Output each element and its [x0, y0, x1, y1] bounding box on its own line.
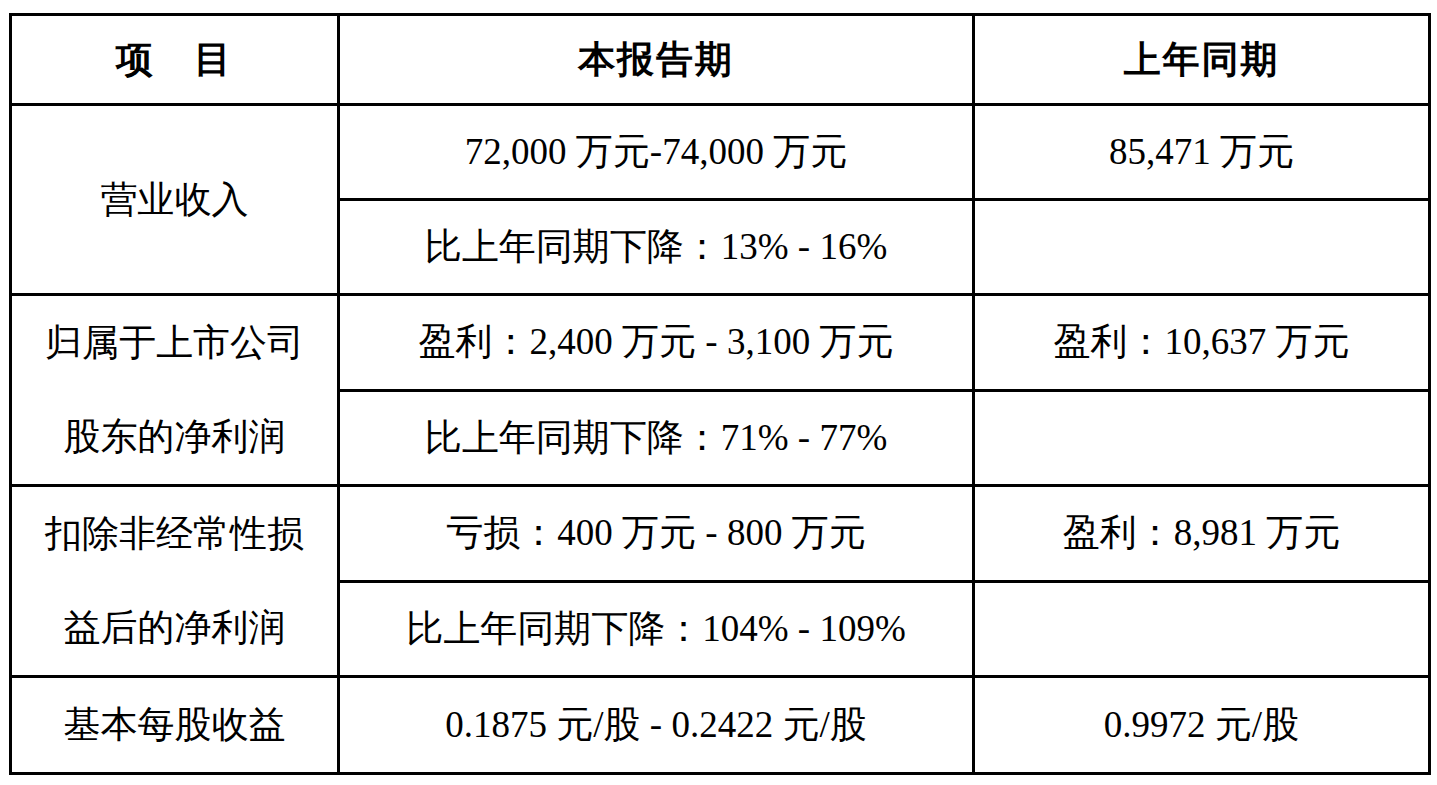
cell-deducted-prior-change [974, 581, 1430, 677]
financial-forecast-table: 项 目 本报告期 上年同期 营业收入 72,000 万元-74,000 万元 8… [9, 13, 1431, 775]
table-row-deducted-main: 扣除非经常性损 益后的净利润 亏损：400 万元 - 800 万元 盈利：8,9… [11, 486, 1430, 582]
cell-deducted-current: 亏损：400 万元 - 800 万元 [339, 486, 974, 582]
table-row-eps: 基本每股收益 0.1875 元/股 - 0.2422 元/股 0.9972 元/… [11, 677, 1430, 774]
cell-revenue-current: 72,000 万元-74,000 万元 [339, 105, 974, 200]
col-header-prior-period: 上年同期 [974, 15, 1430, 105]
announcement-page: 项 目 本报告期 上年同期 营业收入 72,000 万元-74,000 万元 8… [0, 0, 1437, 785]
item-label-deducted-netprofit: 扣除非经常性损 益后的净利润 [11, 486, 339, 677]
cell-eps-prior: 0.9972 元/股 [974, 677, 1430, 774]
table-row-revenue-main: 营业收入 72,000 万元-74,000 万元 85,471 万元 [11, 105, 1430, 200]
cell-revenue-current-change: 比上年同期下降：13% - 16% [339, 200, 974, 295]
col-header-current-period: 本报告期 [339, 15, 974, 105]
table-row-netprofit-main: 归属于上市公司 股东的净利润 盈利：2,400 万元 - 3,100 万元 盈利… [11, 295, 1430, 391]
cell-deducted-current-change: 比上年同期下降：104% - 109% [339, 581, 974, 677]
col-header-item: 项 目 [11, 15, 339, 105]
table-header-row: 项 目 本报告期 上年同期 [11, 15, 1430, 105]
cell-deducted-prior: 盈利：8,981 万元 [974, 486, 1430, 582]
item-label-netprofit: 归属于上市公司 股东的净利润 [11, 295, 339, 486]
item-label-eps: 基本每股收益 [11, 677, 339, 774]
cell-netprofit-prior: 盈利：10,637 万元 [974, 295, 1430, 391]
item-label-revenue: 营业收入 [11, 105, 339, 295]
cell-netprofit-current: 盈利：2,400 万元 - 3,100 万元 [339, 295, 974, 391]
cell-netprofit-prior-change [974, 390, 1430, 486]
cell-revenue-prior-change [974, 200, 1430, 295]
cell-eps-current: 0.1875 元/股 - 0.2422 元/股 [339, 677, 974, 774]
cell-netprofit-current-change: 比上年同期下降：71% - 77% [339, 390, 974, 486]
cell-revenue-prior: 85,471 万元 [974, 105, 1430, 200]
